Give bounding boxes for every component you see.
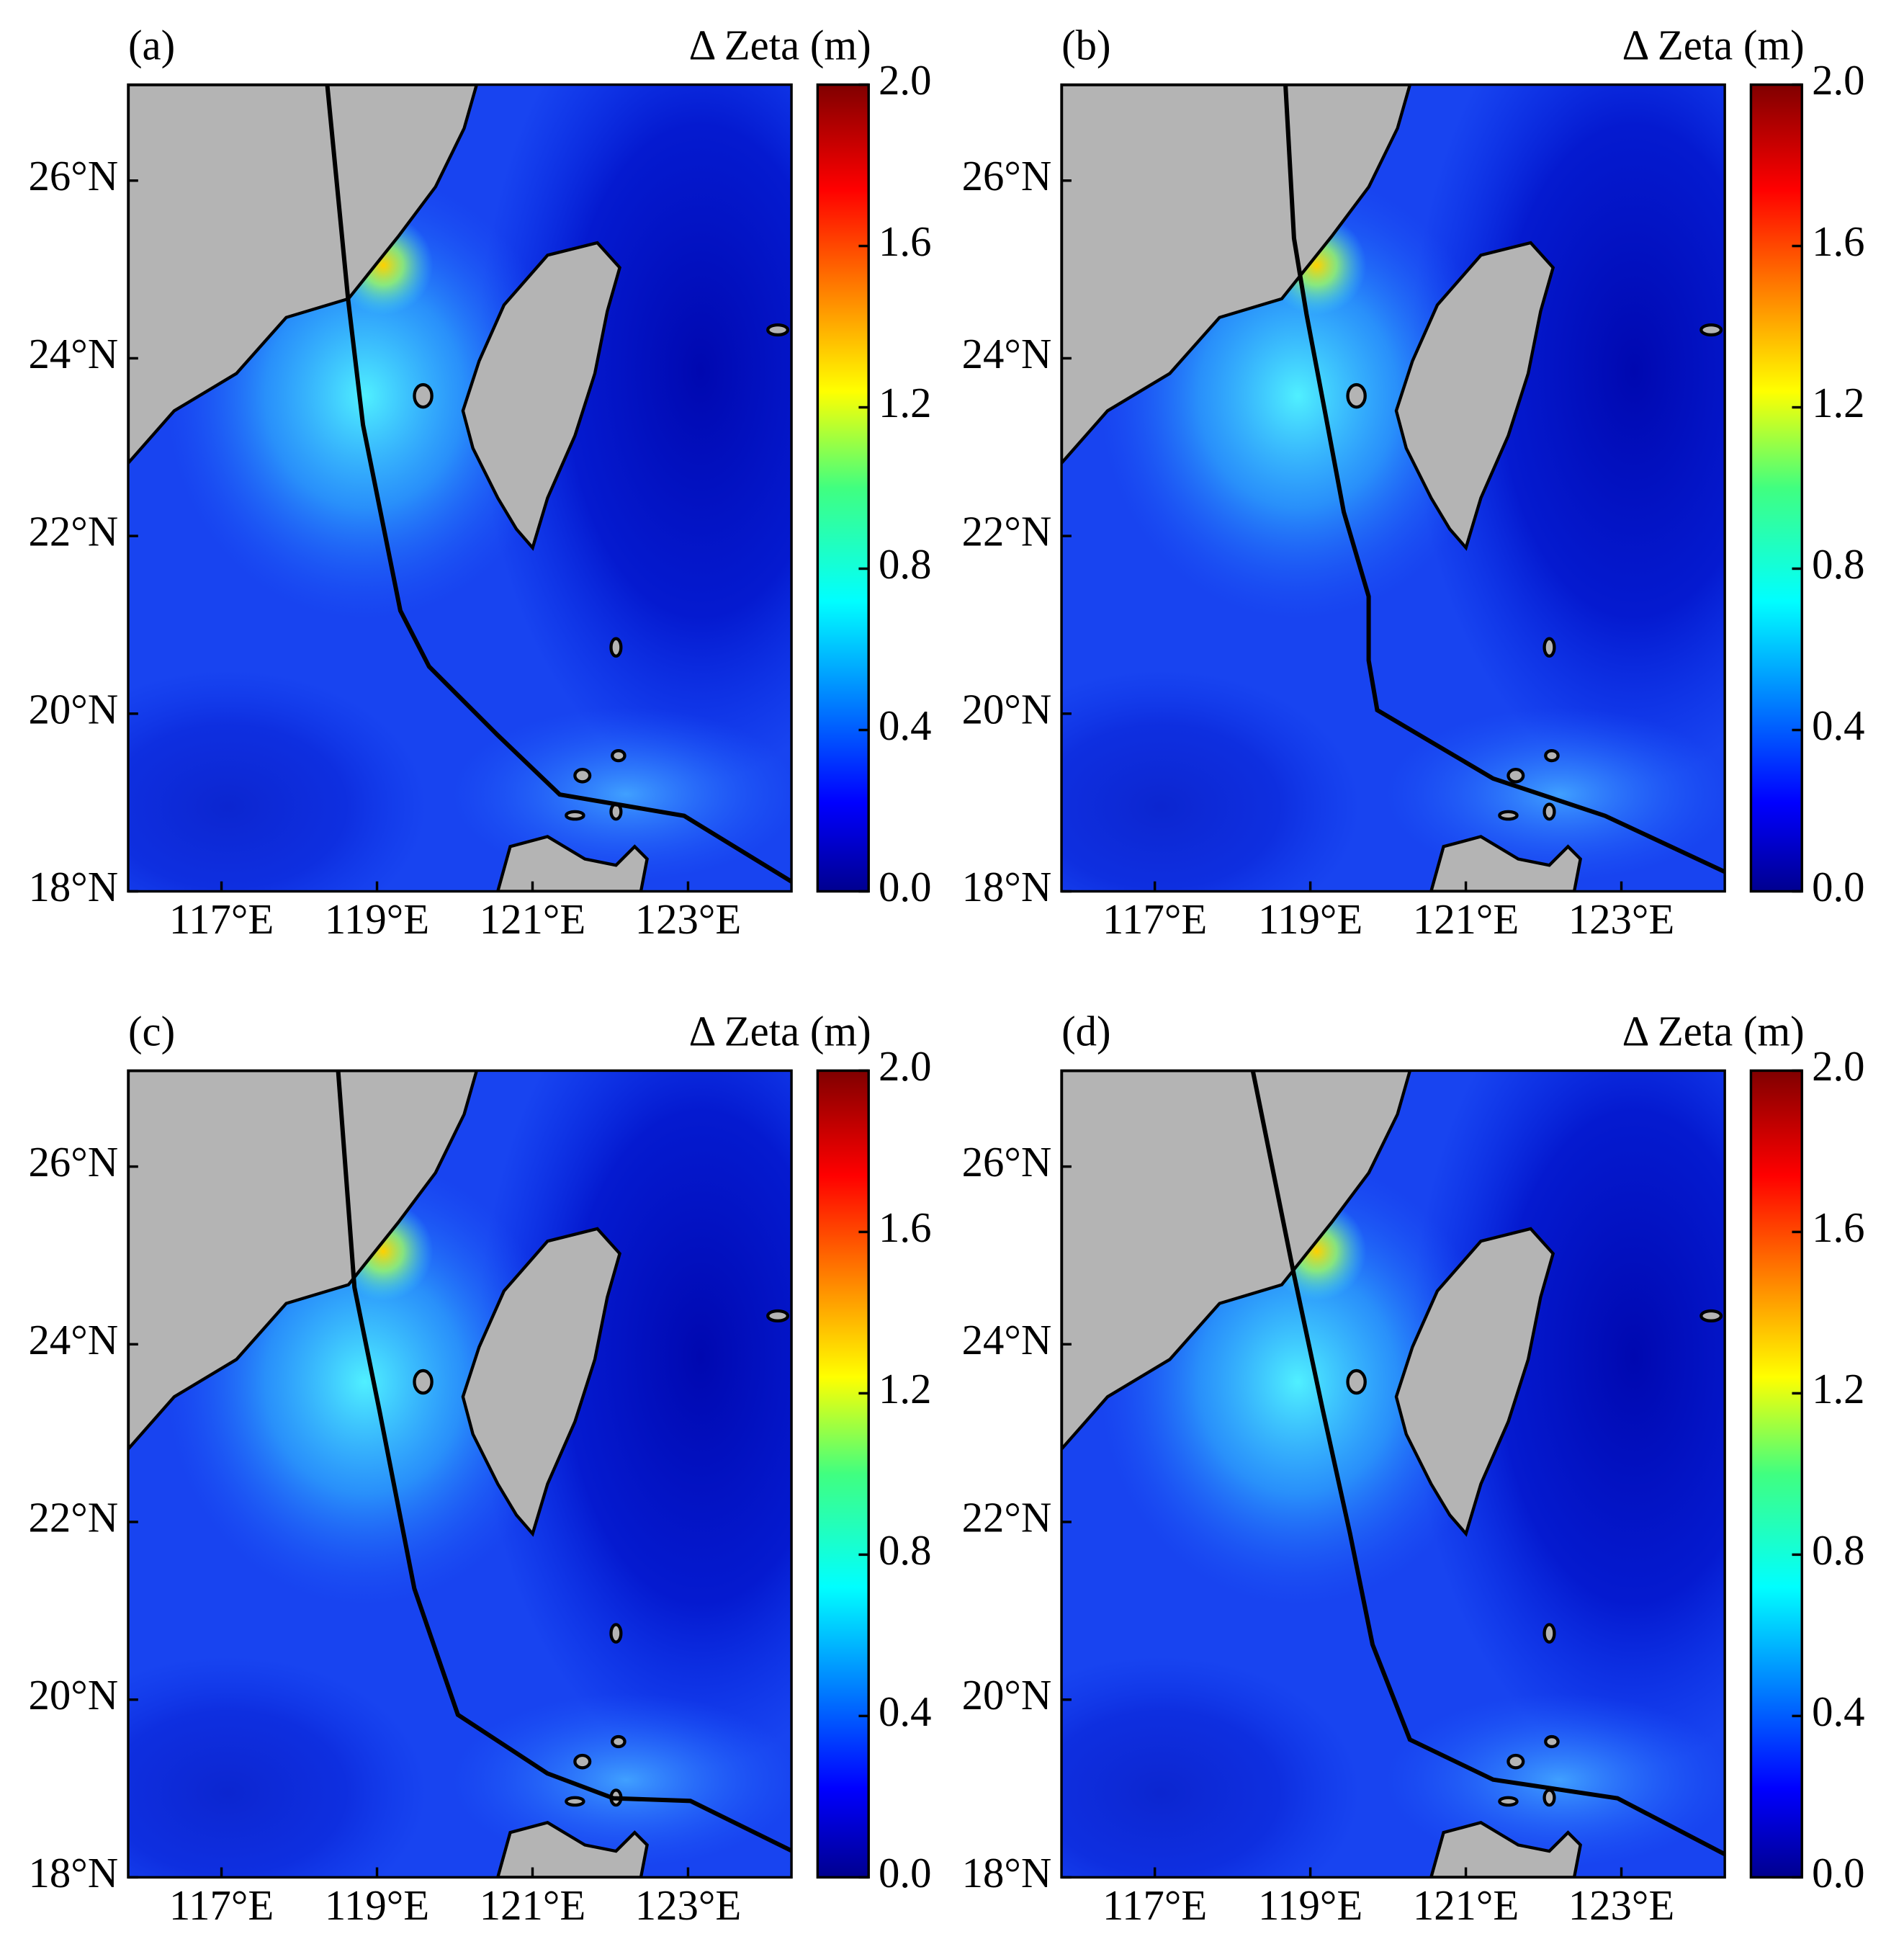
x-tick-label: 117°E xyxy=(169,1882,274,1929)
colorbar-tick-label: 0.8 xyxy=(1812,541,1864,588)
panel-label: (b) xyxy=(1061,22,1111,69)
colorbar-title: Δ Zeta (m) xyxy=(689,22,871,69)
x-tick-label: 117°E xyxy=(1103,896,1207,943)
x-tick-label: 119°E xyxy=(325,1882,429,1929)
colorbar-tick-label: 1.2 xyxy=(879,1366,931,1412)
colorbar-tick-label: 1.2 xyxy=(879,380,931,426)
colorbar xyxy=(1749,83,1804,893)
y-tick-label: 20°N xyxy=(29,1672,119,1719)
typhoon-track xyxy=(1283,84,1725,874)
x-tick-label: 121°E xyxy=(1413,896,1519,943)
colorbar-tick-label: 1.6 xyxy=(1812,218,1864,265)
colorbar-tick-label: 0.4 xyxy=(879,702,931,749)
map-panel: 117°E 119°E 121°E 123°E 18°N 20°N 22°N 24°N 26°N… xyxy=(29,22,932,943)
map-panel: 117°E 119°E 121°E 123°E 18°N 20°N 22°N 24°N 26°N… xyxy=(962,22,1865,943)
colorbar-tick-label: 1.6 xyxy=(879,1204,931,1251)
colorbar-title: Δ Zeta (m) xyxy=(1622,22,1805,69)
colorbar xyxy=(816,1069,870,1879)
x-tick-label: 117°E xyxy=(169,896,274,943)
colorbar-tick-label: 1.2 xyxy=(1812,380,1864,426)
colorbar-tick-label: 0.0 xyxy=(1812,864,1864,910)
y-tick-label: 20°N xyxy=(29,686,119,733)
x-tick-label: 121°E xyxy=(480,1882,586,1929)
map-panel: 117°E 119°E 121°E 123°E 18°N 20°N 22°N 24°N 26°N… xyxy=(962,1008,1865,1929)
colorbar-tick-label: 0.8 xyxy=(879,1527,931,1574)
colorbar-tick-label: 1.2 xyxy=(1812,1366,1864,1412)
colorbar-tick-label: 0.8 xyxy=(879,541,931,588)
x-tick-label: 117°E xyxy=(1103,1882,1207,1929)
map-panel: 117°E 119°E 121°E 123°E 18°N 20°N 22°N 24°N 26°N… xyxy=(29,1008,932,1929)
plot-frame xyxy=(1060,1069,1726,1879)
y-tick-label: 22°N xyxy=(962,1494,1052,1541)
typhoon-track xyxy=(1250,1070,1725,1856)
colorbar-tick-label: 0.0 xyxy=(879,864,931,910)
colorbar xyxy=(1749,1069,1804,1879)
y-tick-label: 26°N xyxy=(962,153,1052,200)
x-tick-label: 123°E xyxy=(1568,896,1675,943)
x-tick-label: 123°E xyxy=(635,896,742,943)
x-tick-label: 119°E xyxy=(1258,896,1362,943)
map-area xyxy=(127,1070,792,1878)
plot-frame xyxy=(1060,83,1726,893)
typhoon-track xyxy=(325,84,792,884)
map-area xyxy=(1061,1070,1725,1878)
x-tick-label: 123°E xyxy=(635,1882,742,1929)
y-tick-label: 24°N xyxy=(29,1317,119,1363)
y-tick-label: 24°N xyxy=(962,1317,1052,1363)
colorbar-tick-label: 2.0 xyxy=(1812,1043,1864,1090)
y-tick-label: 22°N xyxy=(962,509,1052,555)
y-tick-label: 22°N xyxy=(29,1494,119,1541)
colorbar-tick-label: 2.0 xyxy=(879,57,931,104)
colorbar-tick-label: 2.0 xyxy=(879,1043,931,1090)
x-tick-label: 121°E xyxy=(1413,1882,1519,1929)
map-area xyxy=(127,84,792,892)
y-tick-label: 24°N xyxy=(29,331,119,377)
panel-label: (d) xyxy=(1061,1008,1111,1054)
y-tick-label: 26°N xyxy=(962,1139,1052,1186)
colorbar-tick-label: 0.0 xyxy=(1812,1850,1864,1896)
colorbar-tick-label: 0.8 xyxy=(1812,1527,1864,1574)
y-tick-label: 18°N xyxy=(962,864,1052,910)
colorbar-title: Δ Zeta (m) xyxy=(689,1008,871,1054)
y-tick-label: 18°N xyxy=(29,1850,119,1896)
panel-label: (c) xyxy=(128,1008,175,1054)
y-tick-label: 22°N xyxy=(29,509,119,555)
y-tick-label: 20°N xyxy=(962,686,1052,733)
colorbar-tick-label: 0.4 xyxy=(879,1688,931,1735)
colorbar-tick-label: 1.6 xyxy=(879,218,931,265)
x-tick-label: 119°E xyxy=(325,896,429,943)
map-area xyxy=(1061,84,1725,892)
y-tick-label: 26°N xyxy=(29,1139,119,1186)
plot-frame xyxy=(127,1069,793,1879)
plot-frame xyxy=(127,83,793,893)
y-tick-label: 20°N xyxy=(962,1672,1052,1719)
y-tick-label: 18°N xyxy=(29,864,119,910)
colorbar xyxy=(816,83,870,893)
colorbar-tick-label: 1.6 xyxy=(1812,1204,1864,1251)
panel-label: (a) xyxy=(128,22,175,69)
x-tick-label: 123°E xyxy=(1568,1882,1675,1929)
colorbar-tick-label: 0.4 xyxy=(1812,702,1864,749)
typhoon-track xyxy=(336,1070,792,1853)
colorbar-tick-label: 0.0 xyxy=(879,1850,931,1896)
x-tick-label: 119°E xyxy=(1258,1882,1362,1929)
y-tick-label: 18°N xyxy=(962,1850,1052,1896)
x-tick-label: 121°E xyxy=(480,896,586,943)
y-tick-label: 24°N xyxy=(962,331,1052,377)
colorbar-tick-label: 0.4 xyxy=(1812,1688,1864,1735)
y-tick-label: 26°N xyxy=(29,153,119,200)
colorbar-tick-label: 2.0 xyxy=(1812,57,1864,104)
colorbar-title: Δ Zeta (m) xyxy=(1622,1008,1805,1054)
